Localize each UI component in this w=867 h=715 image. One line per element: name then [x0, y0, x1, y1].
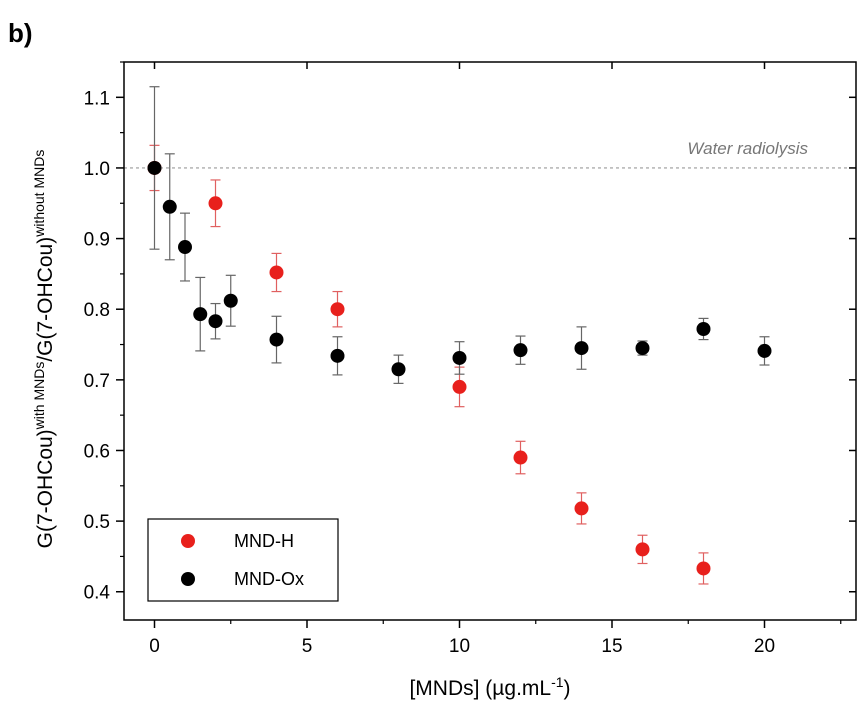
x-axis: 0 5 10 15 20 [149, 62, 842, 657]
point-mnd-ox [574, 341, 589, 356]
y-tick-label: 0.5 [84, 512, 110, 533]
y-tick-label: 1.1 [84, 88, 110, 109]
y-tick-label: 0.4 [84, 583, 111, 604]
x-tick-label: 20 [754, 636, 775, 657]
legend-label-mnd-h: MND-H [234, 531, 294, 551]
legend-box [147, 518, 339, 602]
point-mnd-ox [178, 240, 192, 255]
point-mnd-h [696, 561, 711, 576]
point-mnd-ox [391, 362, 406, 377]
point-mnd-h [269, 265, 284, 280]
point-mnd-ox [513, 343, 528, 358]
y-tick-label: 0.7 [84, 371, 110, 392]
legend-marker-mnd-ox [181, 572, 195, 586]
y-tick-label: 0.8 [84, 300, 110, 321]
y-tick-label: 1.0 [84, 159, 110, 180]
legend-marker-mnd-h [181, 534, 195, 548]
y-axis-title: G(7-OHCou)with MNDs/G(7-OHCou)without MN… [31, 150, 57, 549]
x-tick-label: 10 [449, 636, 470, 657]
point-mnd-ox [162, 199, 177, 214]
point-mnd-h [452, 379, 467, 394]
point-mnd-ox [193, 307, 208, 322]
error-bars [149, 86, 770, 585]
point-mnd-ox [330, 348, 345, 363]
point-mnd-ox [223, 293, 238, 308]
point-mnd-h [330, 302, 345, 317]
x-tick-label: 0 [149, 636, 160, 657]
point-mnd-ox [269, 332, 284, 347]
point-mnd-ox [208, 314, 223, 329]
reference-line-group: Water radiolysis [124, 139, 856, 169]
point-mnd-h [635, 542, 650, 557]
point-mnd-ox [147, 160, 162, 175]
legend-label-mnd-ox: MND-Ox [234, 569, 304, 589]
data-points [147, 160, 772, 576]
point-mnd-ox [635, 341, 650, 356]
point-mnd-h [513, 450, 528, 465]
plot-frame [123, 61, 857, 621]
reference-line-label: Water radiolysis [687, 139, 808, 158]
point-mnd-h [574, 501, 589, 516]
point-mnd-ox [452, 350, 467, 365]
y-tick-label: 0.6 [84, 441, 110, 462]
point-mnd-ox [757, 343, 772, 358]
x-tick-label: 5 [302, 636, 313, 657]
x-axis-title: [MNDs] (µg.mL-1) [409, 674, 570, 700]
y-tick-label: 0.9 [84, 230, 110, 251]
point-mnd-ox [696, 321, 711, 336]
y-axis: 0.4 0.5 0.6 0.7 0.8 0.9 1.0 1.1 [84, 61, 856, 604]
point-mnd-h [208, 196, 223, 211]
panel-label: b) [8, 18, 33, 48]
x-tick-label: 15 [601, 636, 622, 657]
legend: MND-H MND-Ox [147, 518, 339, 602]
